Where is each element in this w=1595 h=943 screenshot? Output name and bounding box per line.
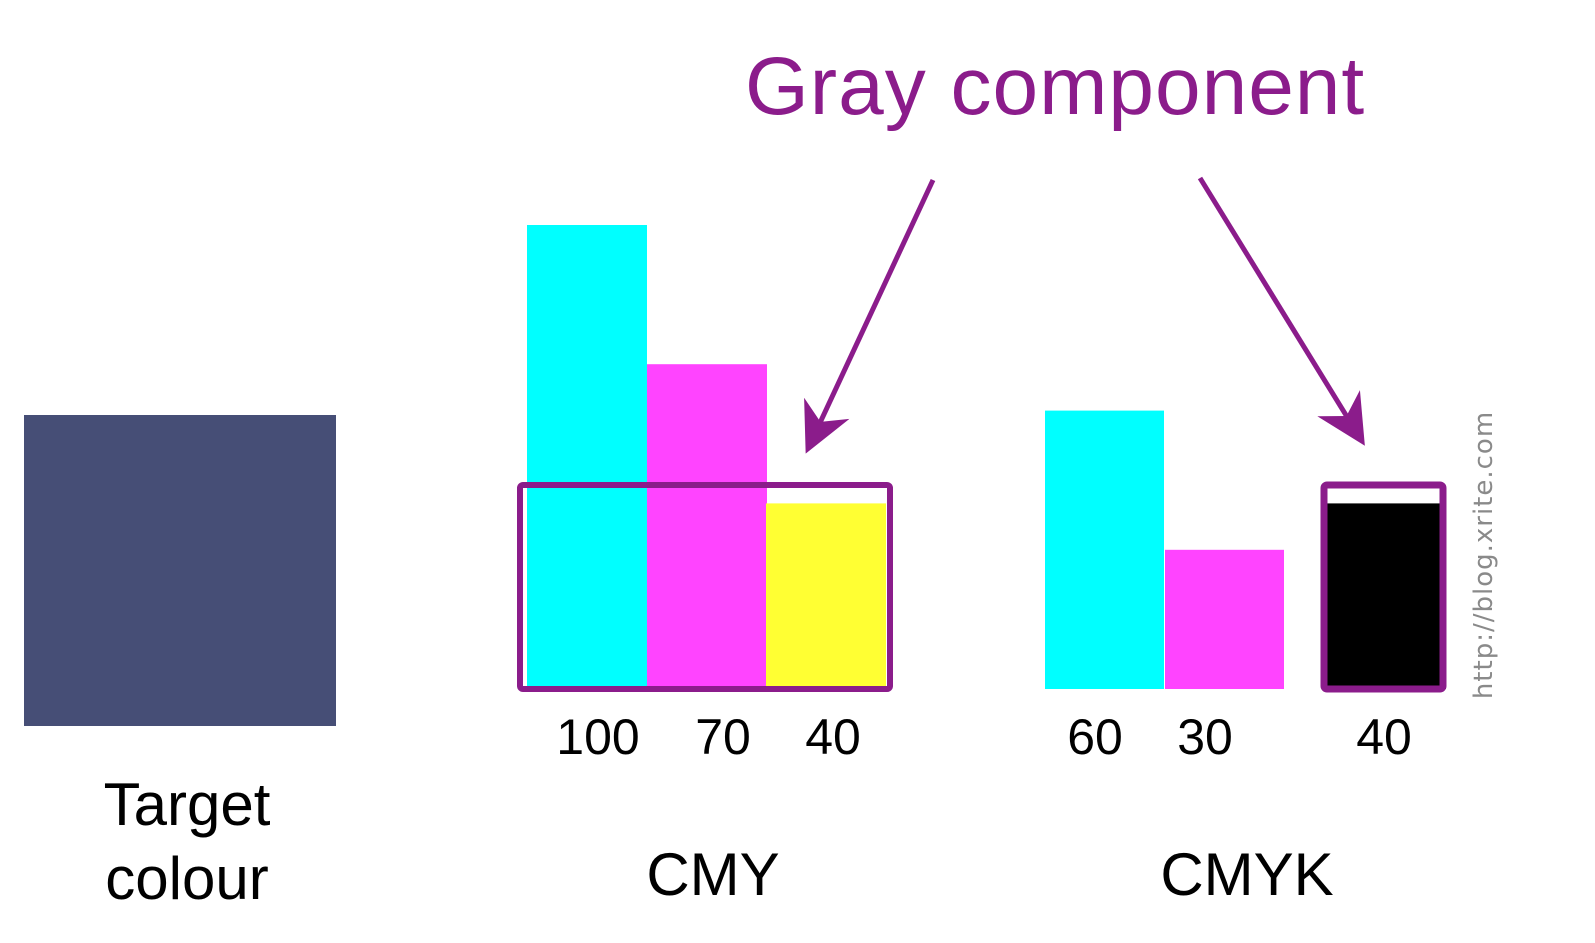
- cmy-cyan-value: 100: [556, 709, 640, 765]
- arrow-to-cmy-gray-component: [804, 178, 936, 454]
- cmyk-black-value: 40: [1356, 709, 1412, 765]
- cmy-bar-c: [527, 225, 647, 689]
- cmyk-bar-k: [1327, 503, 1446, 689]
- cmy-yellow-value: 40: [805, 709, 861, 765]
- gray-component-title: Gray component: [745, 41, 1366, 132]
- target-colour-label: Target colour: [104, 768, 271, 916]
- source-url-watermark: http://blog.xrite.com: [1469, 410, 1499, 700]
- cmy-bar-m: [647, 364, 767, 689]
- cmy-label: CMY: [646, 841, 780, 908]
- target-label-line2: colour: [105, 845, 269, 912]
- cmyk-bar-group: [1045, 410, 1446, 689]
- cmy-bar-y: [766, 503, 886, 689]
- cmyk-magenta-value: 30: [1177, 709, 1233, 765]
- cmyk-black-highlight-box: [1320, 481, 1447, 693]
- cmyk-bar-c: [1045, 410, 1164, 689]
- arrow-to-cmyk-black: [1197, 176, 1365, 446]
- cmy-gray-component-highlight-box: [517, 482, 893, 692]
- target-label-line1: Target: [103, 771, 271, 838]
- cmy-bar-group: [527, 225, 886, 689]
- cmyk-bar-m: [1165, 549, 1284, 689]
- cmyk-cyan-value: 60: [1067, 709, 1123, 765]
- cmyk-label: CMYK: [1160, 841, 1334, 908]
- cmy-magenta-value: 70: [695, 709, 751, 765]
- target-colour-swatch: [24, 415, 336, 726]
